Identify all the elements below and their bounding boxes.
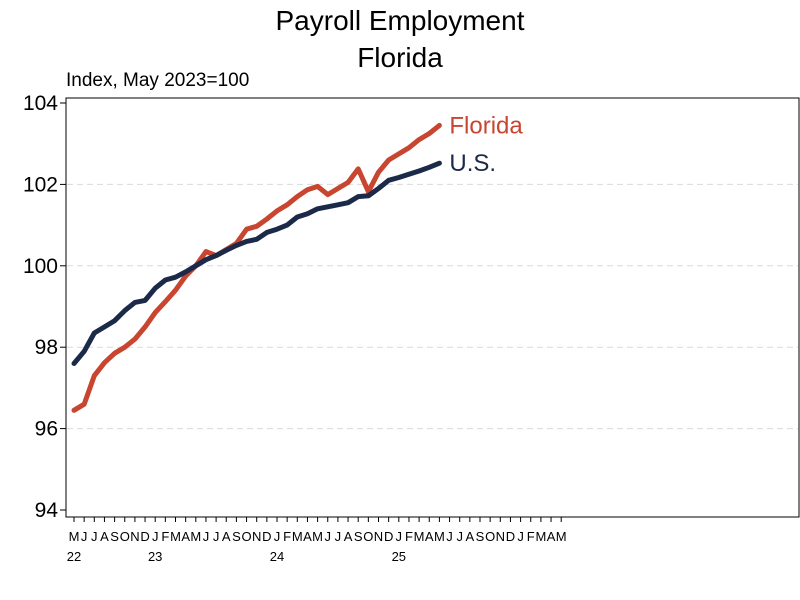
x-tick-label: J	[396, 529, 403, 544]
x-tick-label: J	[213, 529, 220, 544]
x-tick-label: M	[69, 529, 80, 544]
x-tick-label: J	[456, 529, 463, 544]
x-tick-label: N	[374, 529, 383, 544]
x-tick-label: A	[303, 529, 312, 544]
x-tick-label: O	[363, 529, 373, 544]
series-label-us: U.S.	[449, 150, 496, 177]
x-tick-label: S	[110, 529, 119, 544]
x-tick-label: D	[140, 529, 149, 544]
x-tick-label: J	[325, 529, 332, 544]
x-year-label: 23	[148, 549, 162, 564]
x-year-label: 25	[392, 549, 406, 564]
x-tick-label: N	[252, 529, 261, 544]
x-year-label: 22	[67, 549, 81, 564]
x-tick-label: A	[547, 529, 556, 544]
x-year-label: 24	[270, 549, 284, 564]
x-tick-label: A	[222, 529, 231, 544]
series-line-florida	[71, 122, 442, 413]
x-tick-label: D	[262, 529, 271, 544]
x-tick-label: M	[535, 529, 546, 544]
y-tick-label: 100	[23, 255, 58, 278]
x-tick-label: S	[476, 529, 485, 544]
y-tick-label: 102	[23, 173, 58, 196]
x-tick-label: M	[312, 529, 323, 544]
x-tick-label: D	[384, 529, 393, 544]
x-tick-label: J	[91, 529, 98, 544]
y-tick-label: 96	[35, 418, 58, 441]
series-label-florida: Florida	[449, 112, 523, 139]
chart-title-line1: Payroll Employment	[276, 5, 525, 36]
series-lines	[71, 122, 442, 413]
x-tick-label: N	[130, 529, 139, 544]
x-tick-label: O	[241, 529, 251, 544]
x-tick-label: J	[203, 529, 210, 544]
x-tick-label: F	[405, 529, 413, 544]
x-tick-label: O	[120, 529, 130, 544]
x-tick-label: J	[446, 529, 453, 544]
x-tick-label: J	[517, 529, 524, 544]
y-axis: 94 96 98 100 102 104	[23, 92, 66, 522]
x-tick-label: M	[434, 529, 445, 544]
x-tick-label: M	[170, 529, 181, 544]
x-tick-label: F	[527, 529, 535, 544]
x-tick-label: A	[466, 529, 475, 544]
x-tick-label: S	[232, 529, 241, 544]
plot-frame	[65, 97, 800, 518]
x-tick-label: M	[292, 529, 303, 544]
chart-title-line2: Florida	[357, 42, 443, 73]
x-tick-label: J	[274, 529, 281, 544]
series-labels: Florida U.S.	[449, 112, 523, 177]
x-tick-label: J	[81, 529, 88, 544]
x-tick-label: S	[354, 529, 363, 544]
x-tick-label: D	[506, 529, 515, 544]
x-tick-label: A	[425, 529, 434, 544]
x-tick-label: A	[344, 529, 353, 544]
x-tick-label: F	[161, 529, 169, 544]
series-line-us	[71, 160, 442, 366]
x-tick-label: F	[283, 529, 291, 544]
x-tick-label: M	[556, 529, 567, 544]
grid-lines	[67, 183, 798, 430]
y-tick-label: 98	[35, 336, 58, 359]
y-tick-label: 104	[23, 92, 58, 115]
y-axis-label: Index, May 2023=100	[66, 70, 249, 91]
x-tick-label: J	[335, 529, 342, 544]
x-tick-label: M	[190, 529, 201, 544]
y-tick-label: 94	[35, 499, 59, 522]
x-tick-label: M	[414, 529, 425, 544]
x-tick-label: O	[485, 529, 495, 544]
x-tick-label: A	[181, 529, 190, 544]
x-tick-label: N	[496, 529, 505, 544]
x-tick-label: J	[152, 529, 159, 544]
x-tick-label: A	[100, 529, 109, 544]
